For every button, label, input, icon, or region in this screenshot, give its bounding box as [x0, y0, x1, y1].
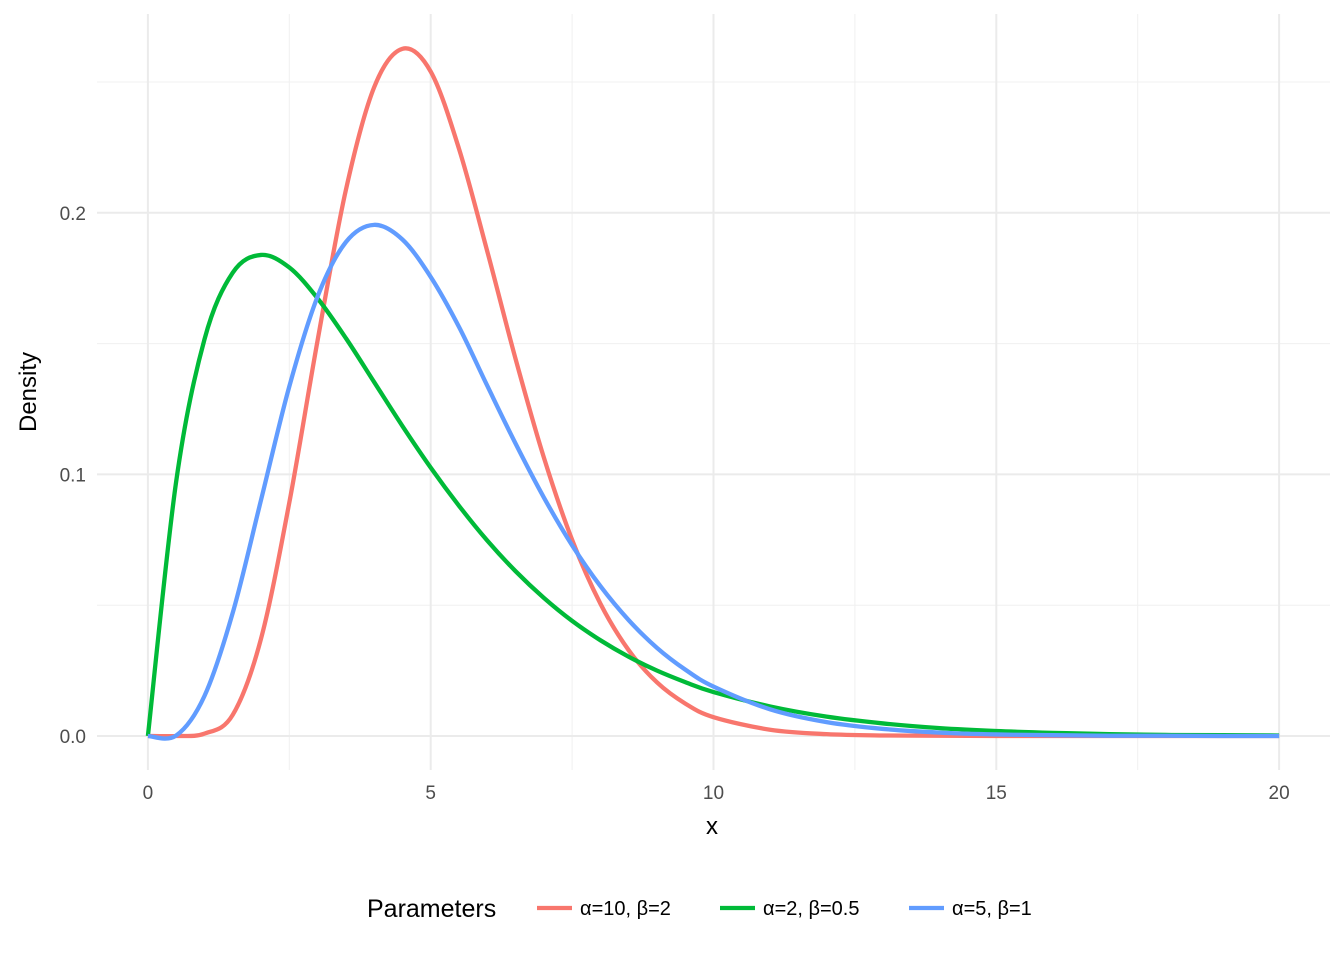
series-line-2	[145, 252, 1280, 738]
x-axis-tick-labels: 0 5 10 15 20	[143, 783, 1290, 804]
legend-items: α=10, β=2 α=2, β=0.5 α=5, β=1	[537, 898, 1032, 920]
y-axis-title: Density	[15, 352, 42, 432]
series-line-1	[147, 46, 1280, 739]
legend-item: α=2, β=0.5	[720, 898, 859, 920]
x-tick-label: 15	[986, 783, 1007, 804]
legend-label: α=2, β=0.5	[763, 898, 859, 920]
legend-label: α=10, β=2	[580, 898, 671, 920]
x-tick-label: 10	[703, 783, 724, 804]
x-tick-label: 0	[143, 783, 154, 804]
y-tick-label: 0.2	[60, 204, 86, 225]
x-axis-title: x	[706, 813, 718, 840]
series-line-3	[147, 222, 1280, 741]
y-tick-label: 0.1	[60, 465, 86, 486]
x-tick-label: 5	[425, 783, 436, 804]
legend-item: α=10, β=2	[537, 898, 671, 920]
legend-item: α=5, β=1	[909, 898, 1032, 920]
x-tick-label: 20	[1269, 783, 1290, 804]
legend: Parameters α=10, β=2 α=2, β=0.5 α=5, β=1	[367, 895, 1032, 923]
series-lines	[145, 46, 1280, 741]
y-axis-tick-labels: 0.0 0.1 0.2	[60, 204, 86, 748]
legend-title: Parameters	[367, 895, 496, 923]
legend-label: α=5, β=1	[952, 898, 1032, 920]
grid-major-lines	[97, 14, 1330, 770]
y-tick-label: 0.0	[60, 727, 86, 748]
